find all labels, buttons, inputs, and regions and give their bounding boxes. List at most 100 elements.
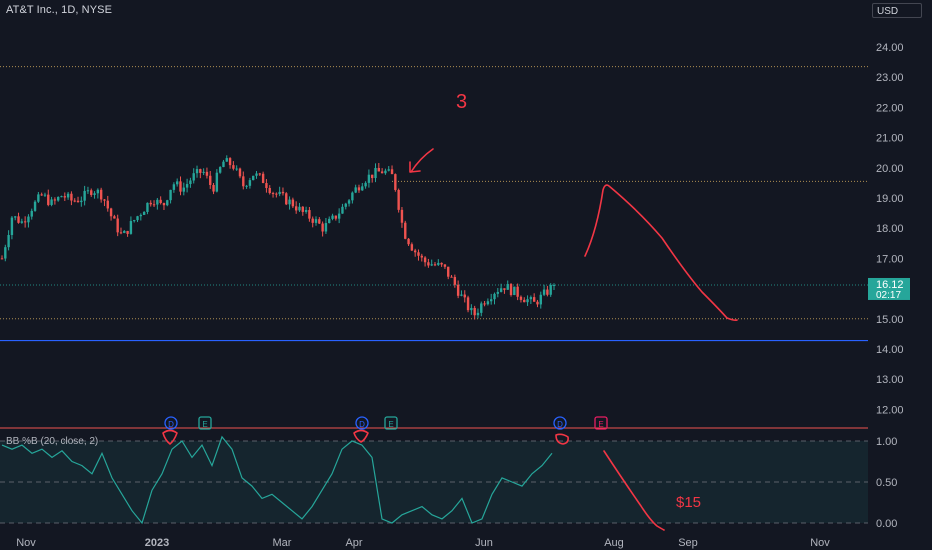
candle-body (53, 199, 57, 201)
candle-body (278, 191, 281, 195)
candle-body (470, 307, 473, 311)
candle-body (440, 262, 443, 265)
candle-body (63, 196, 67, 198)
candle-body (407, 238, 410, 245)
candle-body (513, 286, 516, 296)
candle-body (483, 303, 486, 305)
candle-body (215, 172, 219, 192)
badge-letter: D (557, 420, 563, 429)
candle-body (162, 203, 166, 206)
candle-body (109, 208, 113, 217)
badge-letter: D (168, 420, 174, 429)
badge-box (384, 416, 398, 430)
annotation-drawings (162, 148, 738, 531)
candle-body (20, 221, 24, 223)
candle-body (37, 194, 40, 202)
time-tick-label: 2023 (145, 537, 169, 549)
candle-body (377, 167, 381, 172)
projected-path (584, 184, 738, 322)
arrow-shaft (410, 148, 434, 173)
time-tick-label: Jun (475, 537, 493, 549)
candle-body (159, 199, 162, 204)
candle-body (99, 189, 103, 200)
candle-body (17, 216, 20, 223)
candle-body (212, 184, 215, 192)
candle-body (265, 183, 268, 189)
candle-body (103, 199, 106, 201)
candle-body (433, 264, 437, 266)
candle-body (33, 201, 37, 211)
candle-body (549, 285, 552, 295)
earnings-badge: E (198, 416, 212, 430)
indicator-label: BB %B (20, close, 2) (6, 436, 99, 447)
dividend-badge: D (164, 416, 178, 430)
candle-body (166, 200, 169, 206)
arrow-head (409, 161, 421, 173)
candle-body (189, 180, 192, 185)
candle-body (47, 194, 50, 205)
candle-body (169, 189, 172, 201)
candle-body (14, 216, 17, 218)
candle-body (113, 216, 116, 219)
badge-letter: D (359, 420, 365, 429)
candle-body (394, 174, 397, 190)
candle-body (139, 214, 143, 217)
candle-body (324, 223, 328, 232)
last-price-value: 16.12 (876, 279, 904, 291)
candle-body (202, 171, 205, 173)
candle-body (129, 221, 133, 234)
candle-body (344, 203, 347, 207)
candle-body (371, 174, 374, 179)
candle-body (136, 216, 139, 221)
candle-body (60, 196, 63, 198)
price-tick-label: 24.00 (876, 42, 904, 54)
candle-body (311, 218, 314, 223)
candle-body (242, 176, 245, 187)
candle-body (96, 189, 100, 194)
candle-body (460, 294, 463, 296)
candle-body (463, 294, 466, 298)
price-tick-label: 23.00 (876, 72, 904, 84)
candle-body (156, 199, 159, 205)
bb-tick-label: 0.00 (876, 518, 897, 530)
time-tick-label: Aug (604, 537, 624, 549)
candle-body (56, 196, 60, 201)
candle-body (30, 210, 33, 217)
currency-selector[interactable]: USD (872, 3, 922, 18)
wave-number-label: 3 (456, 91, 467, 113)
candle-body (4, 247, 7, 259)
chart-title: AT&T Inc., 1D, NYSE (6, 4, 113, 16)
touch-mark (353, 429, 369, 443)
badge-circle (553, 416, 567, 430)
candle-body (456, 284, 460, 296)
candle-body (106, 200, 109, 209)
candle-body (450, 276, 453, 278)
candle-body (294, 206, 298, 211)
candle-body (232, 165, 235, 169)
candle-body (80, 200, 83, 203)
candle-body (430, 264, 433, 266)
candle-body (334, 215, 338, 219)
candle-body (341, 206, 344, 214)
candle-body (496, 291, 500, 294)
candle-body (347, 200, 351, 204)
candle-body (318, 219, 321, 224)
candle-body (539, 294, 542, 305)
price-tick-label: 18.00 (876, 223, 904, 235)
badge-circle (164, 416, 178, 430)
price-tick-label: 22.00 (876, 102, 904, 114)
candle-body (503, 288, 506, 290)
candle-body (146, 202, 149, 212)
candle-body (526, 299, 529, 303)
touch-mark (555, 433, 569, 445)
time-tick-label: Apr (345, 537, 362, 549)
candle-body (542, 289, 546, 295)
candle-body (552, 284, 556, 286)
candle-body (351, 192, 354, 201)
candle-body (192, 173, 195, 181)
candle-body (209, 175, 212, 185)
candlestick-series (0, 155, 556, 320)
candle-body (473, 307, 476, 316)
